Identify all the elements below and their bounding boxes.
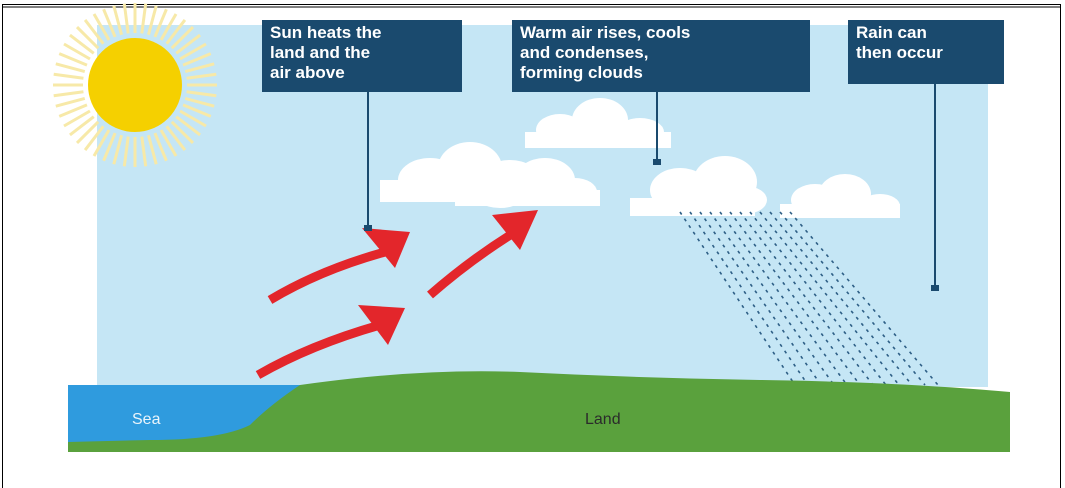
sun-ray xyxy=(140,136,148,167)
sun xyxy=(53,3,217,167)
sun-ray xyxy=(186,90,217,98)
rain-streak xyxy=(789,211,939,386)
sun-ray xyxy=(153,8,168,38)
cloud xyxy=(525,98,671,148)
callout-box xyxy=(848,20,1004,84)
rain-streak xyxy=(699,211,822,386)
sun-ray xyxy=(179,42,207,61)
rain-streak xyxy=(709,211,835,386)
sun-ray xyxy=(69,33,95,55)
sun-ray xyxy=(75,120,100,145)
callout-text: Rain can xyxy=(856,23,927,42)
land xyxy=(68,371,1010,452)
sun-ray xyxy=(122,3,130,34)
sun-ray xyxy=(184,62,215,73)
sun-ray xyxy=(83,125,105,151)
callout-anchor xyxy=(931,285,939,291)
frame xyxy=(2,4,1061,488)
sun-ray xyxy=(165,19,187,45)
callout-text: then occur xyxy=(856,43,943,62)
arrow xyxy=(255,320,382,379)
rain-streak xyxy=(779,211,926,386)
sun-ray xyxy=(55,62,86,73)
sun-ray xyxy=(63,109,91,128)
sun-ray xyxy=(147,134,158,165)
cloud xyxy=(455,158,600,208)
sun-ray xyxy=(182,103,212,118)
arrows xyxy=(255,210,538,379)
sun-ray xyxy=(53,72,84,80)
sun-ray xyxy=(122,136,130,167)
callout-text: Warm air rises, cools xyxy=(520,23,690,42)
arrow-head xyxy=(492,210,538,250)
sun-disc xyxy=(88,38,182,132)
sun-ray xyxy=(159,129,178,157)
sun-ray xyxy=(186,72,217,80)
sun-ray xyxy=(92,129,111,157)
sun-ray xyxy=(63,42,91,61)
sun-ray xyxy=(182,52,212,67)
sun-ray xyxy=(165,125,187,151)
sun-ray xyxy=(53,90,84,98)
sun-ray xyxy=(58,103,88,118)
sun-ray xyxy=(147,5,158,36)
sea xyxy=(68,385,300,442)
sun-ray xyxy=(112,5,123,36)
rain xyxy=(679,211,939,386)
rain-streak xyxy=(689,211,809,386)
sun-ray xyxy=(75,25,100,50)
sun-ray xyxy=(102,8,117,38)
arrow xyxy=(427,228,518,299)
sun-ray xyxy=(58,52,88,67)
sun-ray xyxy=(184,97,215,108)
rain-streak xyxy=(679,211,796,386)
sun-ray xyxy=(170,25,195,50)
arrow-head xyxy=(362,228,410,268)
clouds xyxy=(380,98,900,218)
cloud xyxy=(630,156,767,216)
callout-text: air above xyxy=(270,63,345,82)
callout-anchor xyxy=(364,225,372,231)
sun-ray xyxy=(92,13,111,41)
cloud xyxy=(780,174,900,218)
sun-ray xyxy=(175,33,201,55)
sun-ray xyxy=(153,132,168,162)
sun-ray xyxy=(69,115,95,137)
sun-ray xyxy=(140,3,148,34)
sun-ray xyxy=(102,132,117,162)
callout-text: forming clouds xyxy=(520,63,643,82)
callout-anchor xyxy=(653,159,661,165)
callout-text: and condenses, xyxy=(520,43,648,62)
sun-ray xyxy=(175,115,201,137)
arrow-head xyxy=(358,305,405,345)
rain-streak xyxy=(769,211,913,386)
callout-text: land and the xyxy=(270,43,370,62)
rain-streak xyxy=(719,211,848,386)
sun-ray xyxy=(83,19,105,45)
callout-text: Sun heats the xyxy=(270,23,381,42)
sea-label: Sea xyxy=(132,411,161,428)
sun-ray xyxy=(55,97,86,108)
land-label: Land xyxy=(585,411,621,428)
callout-box xyxy=(262,20,462,92)
sun-ray xyxy=(112,134,123,165)
sun-ray xyxy=(159,13,178,41)
sun-ray xyxy=(170,120,195,145)
rain-streak xyxy=(759,211,900,386)
callout-box xyxy=(512,20,810,92)
arrow xyxy=(267,247,387,304)
sun-ray xyxy=(179,109,207,128)
